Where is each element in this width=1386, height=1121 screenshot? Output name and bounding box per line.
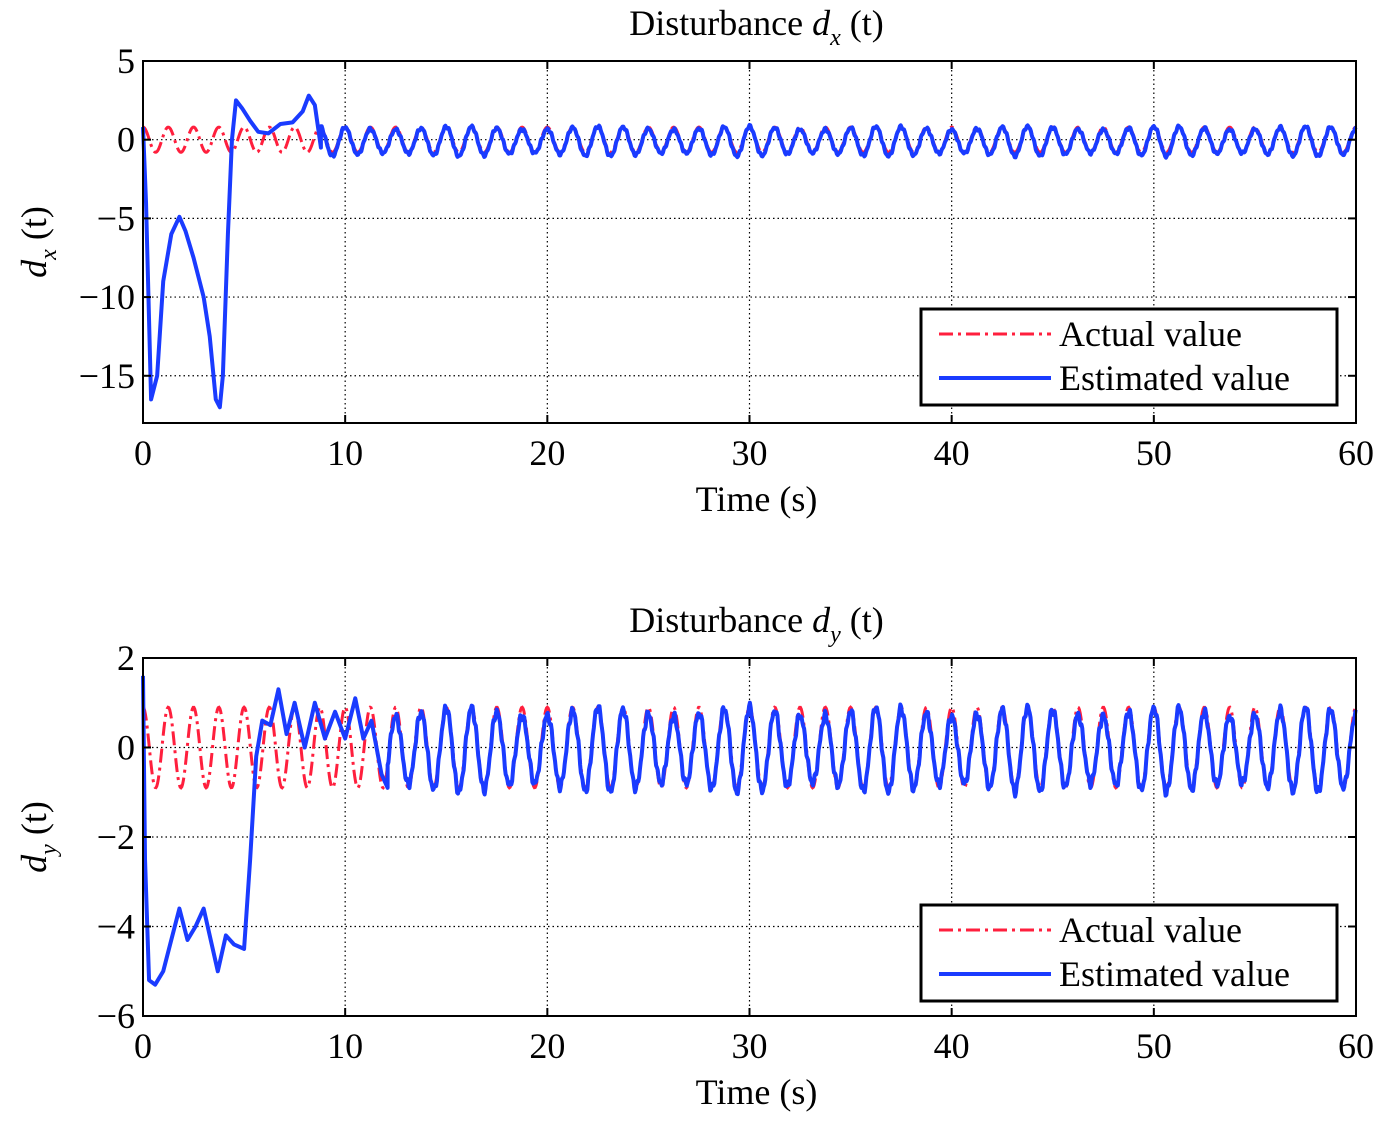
legend-label: Actual value [1059,314,1242,354]
y-axis-label: dy (t) [14,801,62,873]
series-estimated-line [141,675,1358,987]
y-tick-label: −5 [97,198,135,238]
x-tick-label: 60 [1338,1026,1374,1066]
chart-title: Disturbance dx (t) [629,3,884,51]
legend [919,307,1339,407]
y-tick-label: −10 [79,277,135,317]
y-tick-label: −15 [79,356,135,396]
x-axis-label: Time (s) [696,1072,818,1112]
y-axis-label: dx (t) [14,206,62,278]
x-tick-label: 20 [529,433,565,473]
x-tick-label: 30 [732,433,768,473]
y-tick-label: −6 [97,996,135,1036]
legend-label: Actual value [1059,910,1242,950]
y-tick-label: 2 [117,638,135,678]
x-tick-label: 0 [134,1026,152,1066]
x-tick-label: 40 [934,433,970,473]
x-tick-label: 40 [934,1026,970,1066]
legend-label: Estimated value [1059,954,1290,994]
x-tick-label: 20 [529,1026,565,1066]
x-axis-label: Time (s) [696,479,818,519]
x-tick-label: 30 [732,1026,768,1066]
legend [919,903,1339,1003]
chart-title: Disturbance dy (t) [629,600,884,648]
y-tick-label: 0 [117,728,135,768]
y-tick-label: 5 [117,41,135,81]
x-tick-label: 10 [327,433,363,473]
x-tick-label: 10 [327,1026,363,1066]
x-tick-label: 50 [1136,1026,1172,1066]
y-tick-label: −4 [97,907,135,947]
x-tick-label: 60 [1338,433,1374,473]
y-tick-label: 0 [117,120,135,160]
x-tick-label: 0 [134,433,152,473]
series-estimated-line [141,93,1358,410]
y-tick-label: −2 [97,817,135,857]
x-tick-label: 50 [1136,433,1172,473]
legend-label: Estimated value [1059,358,1290,398]
